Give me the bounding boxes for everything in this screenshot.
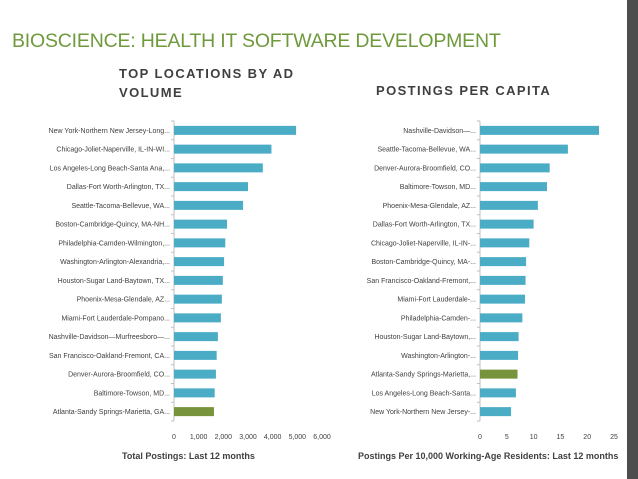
x-tick-label: 10 bbox=[530, 434, 538, 441]
right-chart-title: POSTINGS PER CAPITA bbox=[376, 83, 552, 98]
x-tick-label: 6,000 bbox=[313, 434, 331, 441]
left-chart-title: TOP LOCATIONS BY AD VOLUME bbox=[119, 66, 295, 100]
bar bbox=[480, 350, 519, 360]
category-label: New York-Northern New Jersey-Long... bbox=[49, 128, 170, 135]
page-title: BIOSCIENCE: HEALTH IT SOFTWARE DEVELOPME… bbox=[12, 30, 501, 52]
bar bbox=[480, 144, 568, 154]
category-label: San Francisco-Oakland-Fremont,... bbox=[367, 278, 476, 285]
bar bbox=[480, 275, 526, 285]
category-label: Los Angeles-Long Beach-Santa... bbox=[372, 390, 476, 397]
x-tick-label: 15 bbox=[557, 434, 565, 441]
category-label: Nashville-Davidson—Murfreesboro—... bbox=[49, 334, 170, 341]
category-label: Dallas-Fort Worth-Arlington, TX... bbox=[373, 222, 476, 229]
x-tick-label: 5,000 bbox=[289, 434, 307, 441]
bar bbox=[480, 238, 530, 248]
bar bbox=[174, 200, 244, 210]
bar bbox=[174, 144, 272, 154]
bar bbox=[174, 294, 222, 304]
bar bbox=[480, 388, 516, 398]
x-tick-label: 0 bbox=[478, 434, 482, 441]
category-label: Washington-Arlington-Alexandria,... bbox=[60, 259, 170, 266]
bar bbox=[174, 313, 221, 323]
category-label: Denver-Aurora-Broomfield, CO... bbox=[68, 372, 170, 379]
category-label: Philadelphia-Camden-Wilmington,... bbox=[58, 240, 170, 247]
category-label: Nashville-Davidson—... bbox=[403, 128, 476, 135]
bar bbox=[480, 125, 599, 135]
bar bbox=[480, 219, 534, 229]
category-label: Houston-Sugar Land-Baytown,... bbox=[374, 334, 476, 341]
bar bbox=[480, 294, 526, 304]
bar bbox=[480, 182, 547, 192]
bar bbox=[174, 125, 297, 135]
category-label: Atlanta-Sandy Springs-Marietta,... bbox=[371, 372, 476, 379]
category-label: Chicago-Joliet-Naperville, IL-IN-WI... bbox=[56, 147, 170, 154]
bar bbox=[480, 163, 550, 173]
category-label: Phoenix-Mesa-Glendale, AZ... bbox=[77, 297, 170, 304]
category-label: Baltimore-Towson, MD... bbox=[94, 390, 170, 397]
bar bbox=[480, 257, 527, 267]
category-label: Houston-Sugar Land-Baytown, TX... bbox=[58, 278, 170, 285]
bar bbox=[174, 257, 225, 267]
right-x-axis-title: Postings Per 10,000 Working-Age Resident… bbox=[358, 451, 619, 461]
category-label: Chicago-Joliet-Naperville, IL-IN-... bbox=[371, 240, 476, 247]
category-label: New York-Northern New Jersey-... bbox=[370, 409, 476, 416]
bar bbox=[174, 275, 223, 285]
bar bbox=[174, 182, 248, 192]
category-label: Los Angeles-Long Beach-Santa Ana,... bbox=[50, 165, 170, 172]
bar bbox=[480, 369, 518, 379]
category-label: Phoenix-Mesa-Glendale, AZ... bbox=[383, 203, 476, 210]
category-label: San Francisco-Oakland-Fremont, CA... bbox=[49, 353, 170, 360]
x-tick-label: 2,000 bbox=[215, 434, 233, 441]
category-label: Dallas-Fort Worth-Arlington, TX... bbox=[67, 184, 170, 191]
bar bbox=[174, 407, 214, 417]
bar bbox=[480, 332, 519, 342]
x-tick-label: 25 bbox=[610, 434, 618, 441]
bar bbox=[480, 200, 538, 210]
bar bbox=[480, 313, 523, 323]
category-label: Philadelphia-Camden-... bbox=[401, 315, 476, 322]
category-label: Miami-Fort Lauderdale-... bbox=[397, 297, 476, 304]
bar bbox=[174, 332, 218, 342]
x-tick-label: 20 bbox=[583, 434, 591, 441]
bar bbox=[480, 407, 512, 417]
category-label: Washington-Arlington-... bbox=[401, 353, 476, 360]
category-label: Denver-Aurora-Broomfield, CO... bbox=[374, 165, 476, 172]
category-label: Atlanta-Sandy Springs-Marietta, GA... bbox=[53, 409, 170, 416]
category-label: Seattle-Tacoma-Bellevue, WA... bbox=[377, 147, 476, 154]
category-label: Baltimore-Towson, MD... bbox=[400, 184, 476, 191]
bar bbox=[174, 238, 226, 248]
bar bbox=[174, 219, 228, 229]
x-tick-label: 1,000 bbox=[190, 434, 208, 441]
bar bbox=[174, 369, 216, 379]
category-label: Boston-Cambridge-Quincy, MA-... bbox=[371, 259, 476, 266]
x-tick-label: 3,000 bbox=[239, 434, 257, 441]
bar bbox=[174, 163, 263, 173]
left-x-axis-title: Total Postings: Last 12 months bbox=[122, 451, 255, 461]
category-label: Miami-Fort Lauderdale-Pompano... bbox=[61, 315, 170, 322]
bar bbox=[174, 388, 215, 398]
side-accent-bar bbox=[627, 0, 638, 479]
x-tick-label: 5 bbox=[505, 434, 509, 441]
category-label: Boston-Cambridge-Quincy, MA-NH... bbox=[55, 222, 170, 229]
category-label: Seattle-Tacoma-Bellevue, WA... bbox=[71, 203, 170, 210]
x-tick-label: 0 bbox=[172, 434, 176, 441]
bar bbox=[174, 350, 217, 360]
x-tick-label: 4,000 bbox=[264, 434, 282, 441]
